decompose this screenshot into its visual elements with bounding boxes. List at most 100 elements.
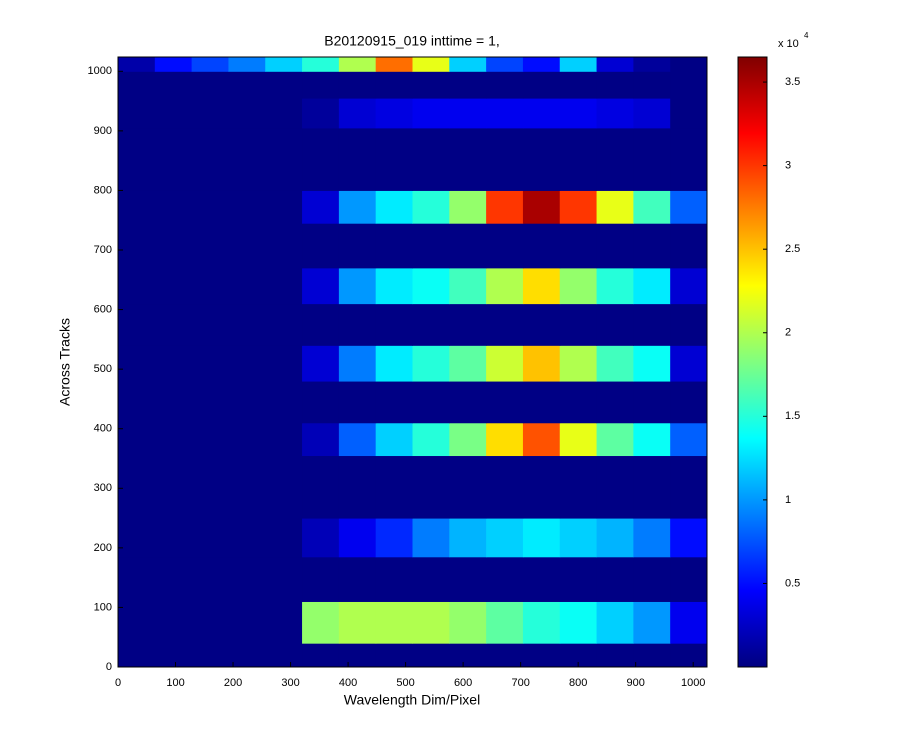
heatmap-cell — [596, 267, 634, 305]
colorbar-multiplier: x 10 — [778, 38, 799, 50]
heatmap-cell — [449, 303, 487, 346]
heatmap-cell — [670, 518, 708, 558]
heatmap-cell — [154, 556, 193, 602]
heatmap-cell — [633, 71, 671, 99]
heatmap-cell — [486, 57, 524, 72]
heatmap-cell — [449, 455, 487, 519]
y-tick-label: 1000 — [88, 65, 112, 77]
heatmap-cell — [559, 345, 598, 382]
heatmap-cell — [559, 98, 598, 129]
heatmap-cell — [559, 556, 598, 602]
heatmap-cell — [191, 267, 229, 305]
heatmap-cell — [596, 71, 634, 99]
heatmap-cell — [412, 190, 450, 224]
heatmap-cell — [338, 71, 377, 99]
heatmap-cell — [265, 57, 303, 72]
chart-title: B20120915_019 inttime = 1, — [324, 33, 500, 49]
heatmap-cell — [375, 381, 413, 424]
heatmap-cell — [375, 518, 413, 558]
x-tick-label: 300 — [281, 677, 299, 689]
heatmap-cell — [486, 643, 524, 668]
heatmap-cell — [412, 71, 450, 99]
y-tick-label: 600 — [94, 303, 112, 315]
heatmap-cell — [670, 223, 708, 269]
heatmap-cell — [670, 643, 708, 668]
heatmap-cell — [118, 518, 156, 558]
heatmap-cell — [154, 455, 193, 519]
heatmap-cell — [228, 57, 266, 72]
heatmap-cell — [228, 98, 266, 129]
heatmap-cell — [486, 71, 524, 99]
heatmap-cell — [191, 381, 229, 424]
heatmap-cell — [118, 303, 156, 346]
heatmap-cell — [191, 190, 229, 224]
heatmap-cell — [559, 190, 598, 224]
heatmap-cell — [486, 267, 524, 305]
heatmap-cell — [596, 190, 634, 224]
heatmap-cell — [302, 422, 340, 457]
heatmap-cell — [154, 127, 193, 191]
heatmap-cell — [154, 71, 193, 99]
heatmap-cell — [228, 601, 266, 644]
heatmap-cell — [486, 381, 524, 424]
heatmap-cell — [375, 190, 413, 224]
heatmap-cell — [412, 518, 450, 558]
heatmap-cell — [596, 223, 634, 269]
heatmap-cell — [522, 422, 561, 457]
heatmap-cell — [191, 223, 229, 269]
heatmap-cell — [449, 422, 487, 457]
heatmap-cell — [228, 345, 266, 382]
heatmap-cell — [596, 422, 634, 457]
heatmap-cell — [302, 57, 340, 72]
heatmap-cell — [228, 381, 266, 424]
heatmap-cell — [412, 455, 450, 519]
heatmap-cell — [486, 127, 524, 191]
heatmap-cell — [265, 267, 303, 305]
heatmap-cell — [522, 127, 561, 191]
heatmap-cell — [302, 455, 340, 519]
heatmap-cell — [633, 556, 671, 602]
heatmap-cell — [633, 422, 671, 457]
heatmap-cell — [154, 303, 193, 346]
heatmap-cell — [302, 98, 340, 129]
heatmap-cell — [633, 345, 671, 382]
heatmap-cell — [633, 518, 671, 558]
colorbar-tick-label: 2 — [785, 327, 791, 339]
heatmap-cell — [265, 643, 303, 668]
heatmap-cell — [191, 303, 229, 346]
heatmap-cell — [154, 223, 193, 269]
heatmap-cell — [633, 381, 671, 424]
heatmap-cell — [670, 556, 708, 602]
heatmap-cell — [154, 190, 193, 224]
y-axis-label: Across Tracks — [57, 318, 73, 406]
heatmap-cell — [154, 98, 193, 129]
heatmap-cell — [338, 345, 377, 382]
heatmap-cell — [449, 71, 487, 99]
heatmap-cell — [633, 643, 671, 668]
heatmap-cell — [191, 601, 229, 644]
x-tick-label: 1000 — [681, 677, 705, 689]
heatmap-cell — [338, 643, 377, 668]
heatmap-cell — [633, 127, 671, 191]
heatmap-cell — [302, 601, 340, 644]
heatmap-cell — [302, 345, 340, 382]
heatmap-cell — [449, 127, 487, 191]
heatmap-cell — [486, 190, 524, 224]
heatmap-cell — [670, 71, 708, 99]
heatmap-cell — [154, 601, 193, 644]
colorbar-exponent: 4 — [804, 31, 809, 40]
heatmap-cell — [338, 127, 377, 191]
heatmap-cell — [522, 190, 561, 224]
heatmap-cell — [412, 345, 450, 382]
heatmap-cell — [486, 98, 524, 129]
heatmap-cell — [338, 190, 377, 224]
y-tick-label: 0 — [106, 661, 112, 673]
heatmap-cell — [338, 381, 377, 424]
heatmap-cell — [486, 223, 524, 269]
heatmap-cell — [154, 57, 193, 72]
heatmap-cell — [191, 455, 229, 519]
heatmap-cell — [118, 223, 156, 269]
heatmap-cell — [596, 455, 634, 519]
heatmap-cell — [412, 267, 450, 305]
